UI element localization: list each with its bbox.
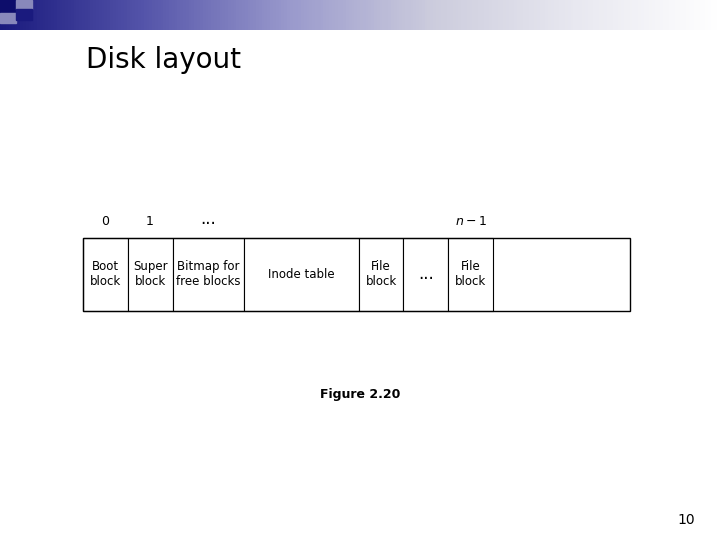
- Bar: [83, 238, 630, 310]
- Bar: [17, 9, 32, 21]
- Text: $n-1$: $n-1$: [455, 215, 487, 228]
- Text: ...: ...: [418, 265, 433, 283]
- Bar: [0, 12, 17, 23]
- Text: Bitmap for
free blocks: Bitmap for free blocks: [176, 260, 240, 288]
- Bar: [359, 238, 403, 310]
- Bar: [173, 238, 243, 310]
- Bar: [127, 238, 173, 310]
- Bar: [243, 238, 359, 310]
- Text: Inode table: Inode table: [268, 267, 335, 281]
- Bar: [403, 238, 449, 310]
- Text: File
block: File block: [365, 260, 397, 288]
- Bar: [0, 0, 17, 12]
- Text: Figure 2.20: Figure 2.20: [320, 388, 400, 401]
- Text: 1: 1: [146, 215, 154, 228]
- Bar: [449, 238, 493, 310]
- Text: Super
block: Super block: [132, 260, 168, 288]
- Text: File
block: File block: [455, 260, 487, 288]
- Text: Disk layout: Disk layout: [86, 46, 241, 74]
- Bar: [17, 0, 32, 9]
- Text: 10: 10: [678, 512, 695, 526]
- Text: Boot
block: Boot block: [89, 260, 121, 288]
- Text: ...: ...: [200, 210, 216, 228]
- Bar: [83, 238, 127, 310]
- Text: 0: 0: [102, 215, 109, 228]
